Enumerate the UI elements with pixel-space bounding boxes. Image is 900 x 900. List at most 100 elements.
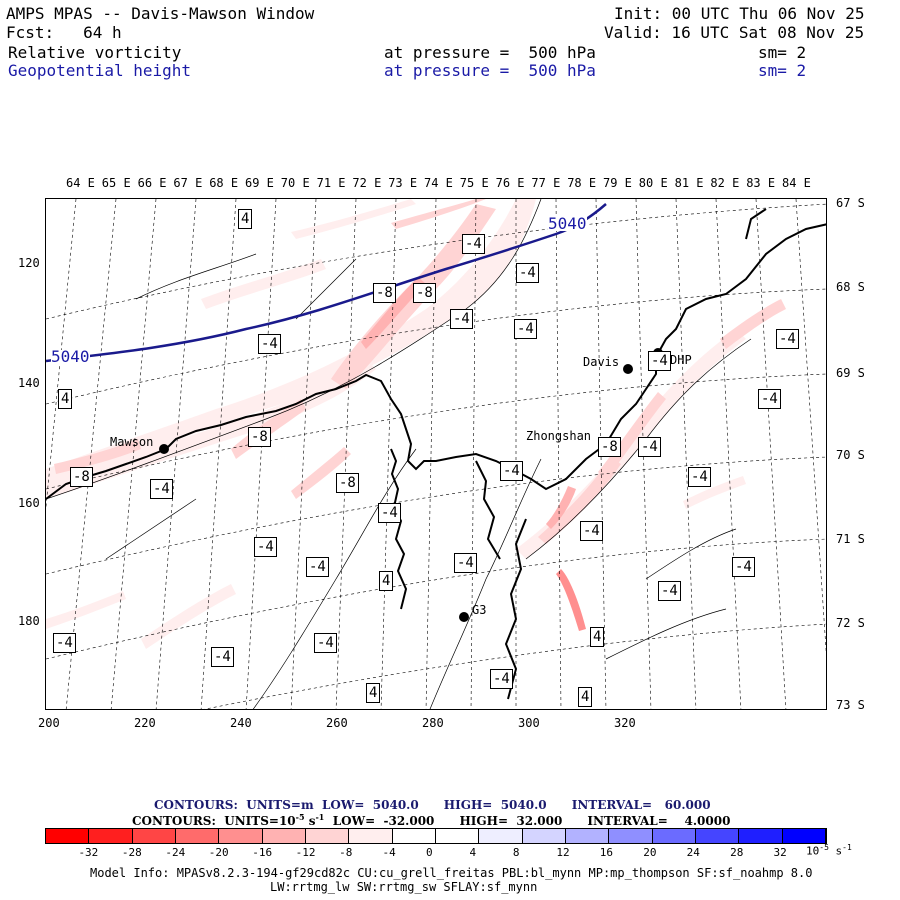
station-g3-marker: [459, 612, 469, 622]
longitude-label: 78 E: [567, 176, 597, 190]
colorbar-tick-label: 16: [599, 846, 614, 859]
unit-exp: -5: [819, 843, 829, 852]
longitude-label: 83 E: [746, 176, 776, 190]
colorbar-swatch: [262, 829, 306, 843]
longitude-label: 77 E: [531, 176, 561, 190]
colorbar-swatch: [652, 829, 696, 843]
vorticity-label: -4: [53, 633, 76, 653]
field1-level: at pressure = 500 hPa: [384, 43, 596, 62]
vorticity-label: -4: [758, 389, 781, 409]
colorbar-swatch: [435, 829, 480, 843]
vorticity-label: -4: [688, 467, 711, 487]
longitude-label: 68 E: [209, 176, 239, 190]
colorbar-swatch: [89, 829, 133, 843]
field2-level: at pressure = 500 hPa: [384, 61, 596, 80]
colorbar-swatch: [695, 829, 740, 843]
latitude-label: 71 S: [836, 532, 865, 546]
station-davis-label: Davis: [583, 355, 620, 369]
colorbar-tick-label: 32: [773, 846, 787, 859]
x-tick-label: 200: [38, 716, 60, 730]
station-mawson-marker: [159, 444, 169, 454]
x-tick-label: 320: [614, 716, 636, 730]
vorticity-label: 4: [379, 571, 394, 591]
colorbar-units: 10-5 s-1: [806, 843, 852, 858]
colorbar-tick-label: -32: [78, 846, 99, 859]
vorticity-label: -4: [314, 633, 337, 653]
valid-time: Valid: 16 UTC Sat 08 Nov 25: [604, 23, 865, 42]
vorticity-label: -4: [648, 351, 671, 371]
latitude-label: 69 S: [836, 366, 865, 380]
colorbar: [45, 828, 827, 844]
contour-units-prefix: CONTOURS: UNITS=10: [132, 814, 296, 828]
latitude-label: 68 S: [836, 280, 865, 294]
longitude-label: 76 E: [495, 176, 525, 190]
colorbar-tick-label: -24: [165, 846, 186, 859]
latitude-label: 70 S: [836, 448, 865, 462]
vorticity-label: 4: [366, 683, 381, 703]
colorbar-swatch: [522, 829, 566, 843]
longitude-label: 84 E: [782, 176, 811, 190]
vorticity-label: -4: [658, 581, 681, 601]
colorbar-tick-label: -12: [295, 846, 316, 859]
longitude-label: 72 E: [352, 176, 382, 190]
contour-units-exp2: -1: [315, 812, 325, 822]
colorbar-tick-label: 28: [730, 846, 744, 859]
y-tick-label: 120: [18, 256, 40, 270]
plot-title: AMPS MPAS -- Davis-Mawson Window: [6, 4, 315, 23]
model-info: Model Info: MPASv8.2.3-194-gf29cd82c CU:…: [90, 866, 813, 880]
colorbar-tick-label: 20: [643, 846, 657, 859]
contour-range: LOW= -32.000 HIGH= 32.000 INTERVAL= 4.00…: [324, 814, 731, 828]
vorticity-label: -4: [254, 537, 277, 557]
coastline: [46, 208, 826, 700]
vorticity-label: -8: [373, 283, 396, 303]
colorbar-swatch: [349, 829, 393, 843]
field2-smoothing: sm= 2: [758, 61, 807, 80]
vorticity-label: -4: [150, 479, 173, 499]
init-time: Init: 00 UTC Thu 06 Nov 25: [614, 4, 865, 23]
longitude-label: 81 E: [674, 176, 704, 190]
vorticity-contour-info: CONTOURS: UNITS=10-5 s-1 LOW= -32.000 HI…: [132, 812, 730, 828]
vorticity-label: -4: [580, 521, 603, 541]
y-tick-label: 180: [18, 614, 40, 628]
longitude-label: 65 E: [101, 176, 131, 190]
y-tick-label: 140: [18, 376, 40, 390]
vorticity-label: -4: [490, 669, 513, 689]
longitude-label: 74 E: [424, 176, 453, 190]
longitude-label: 73 E: [388, 176, 418, 190]
colorbar-swatch: [479, 829, 523, 843]
vorticity-label: -4: [732, 557, 755, 577]
vorticity-label: 4: [590, 627, 605, 647]
vorticity-label: -4: [450, 309, 473, 329]
height-label: 5040: [548, 214, 587, 233]
height-label: 5040: [51, 347, 90, 366]
vorticity-label: -8: [336, 473, 359, 493]
graticule: [46, 199, 826, 709]
vorticity-label: 4: [578, 687, 593, 707]
longitude-label: 80 E: [638, 176, 668, 190]
longitude-label: 82 E: [710, 176, 740, 190]
field1-name: Relative vorticity: [8, 43, 182, 62]
vorticity-label: -4: [211, 647, 234, 667]
colorbar-tick-label: 0: [426, 846, 433, 859]
x-tick-label: 300: [518, 716, 540, 730]
vorticity-label: -4: [514, 319, 537, 339]
colorbar-tick-label: -28: [121, 846, 142, 859]
colorbar-swatch: [565, 829, 610, 843]
x-tick-label: 220: [134, 716, 156, 730]
unit-s: s: [835, 844, 843, 858]
longitude-label: 69 E: [245, 176, 274, 190]
unit-s-exp: -1: [842, 843, 852, 852]
station-mawson-label: Mawson: [110, 435, 154, 449]
colorbar-tick-label: -4: [382, 846, 396, 859]
colorbar-swatch: [219, 829, 263, 843]
colorbar-swatch: [392, 829, 436, 843]
physics-info: LW:rrtmg_lw SW:rrtmg_sw SFLAY:sf_mynn: [270, 880, 538, 894]
field1-smoothing: sm= 2: [758, 43, 807, 62]
vorticity-label: -4: [638, 437, 661, 457]
colorbar-tick-label: 8: [512, 846, 520, 859]
y-tick-label: 160: [18, 496, 40, 510]
longitude-label: 70 E: [280, 176, 310, 190]
latitude-label: 72 S: [836, 616, 865, 630]
vorticity-label: -8: [413, 283, 436, 303]
map-svg: [46, 199, 826, 709]
